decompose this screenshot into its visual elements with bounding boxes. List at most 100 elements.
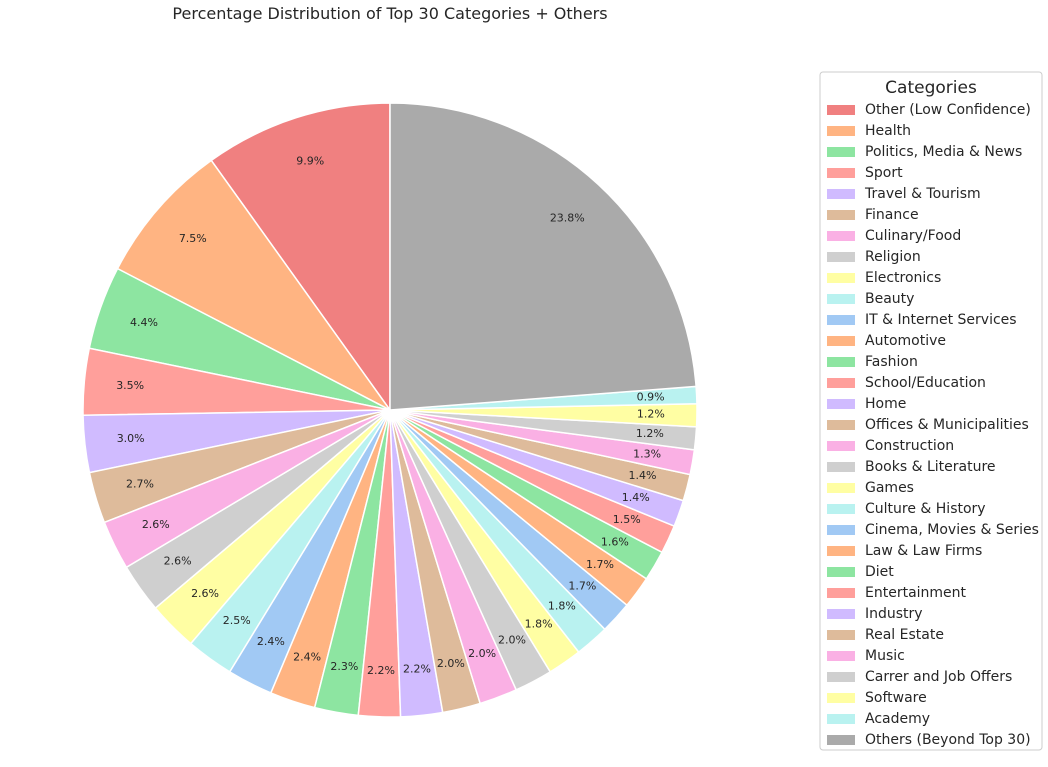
- legend-swatch-culinary-food: [827, 231, 855, 241]
- legend-swatch-it-internet-services: [827, 315, 855, 325]
- legend-swatch-travel-tourism: [827, 189, 855, 199]
- legend-label-books-literature: Books & Literature: [865, 459, 996, 475]
- legend-swatch-games: [827, 483, 855, 493]
- slice-label-fashion: 2.3%: [330, 660, 358, 673]
- slice-label-automotive: 2.4%: [293, 650, 321, 663]
- slice-label-school-education: 2.2%: [367, 664, 395, 677]
- legend-swatch-cinema-movies-series: [827, 525, 855, 535]
- legend-swatch-electronics: [827, 273, 855, 283]
- slice-label-offices-municipalities: 2.0%: [437, 657, 465, 670]
- legend-swatch-others-beyond-top-30: [827, 735, 855, 745]
- legend-swatch-academy: [827, 714, 855, 724]
- legend-label-construction: Construction: [865, 438, 954, 454]
- legend-label-industry: Industry: [865, 606, 923, 622]
- pie-slice-other-low-confidence: [210, 102, 391, 413]
- legend-label-it-internet-services: IT & Internet Services: [865, 312, 1017, 328]
- slice-label-games: 1.8%: [525, 618, 553, 631]
- legend-label-entertainment: Entertainment: [865, 585, 967, 601]
- legend-title: Categories: [885, 78, 977, 98]
- legend-label-culinary-food: Culinary/Food: [865, 228, 961, 244]
- legend-swatch-finance: [827, 210, 855, 220]
- slice-label-other-low-confidence: 9.9%: [296, 155, 324, 168]
- slice-label-culture-history: 1.8%: [548, 599, 576, 612]
- slice-label-entertainment: 1.5%: [613, 513, 641, 526]
- legend-swatch-music: [827, 651, 855, 661]
- legend-label-other-low-confidence: Other (Low Confidence): [865, 102, 1031, 118]
- legend-swatch-culture-history: [827, 504, 855, 514]
- slice-label-music: 1.3%: [633, 447, 661, 460]
- legend-swatch-industry: [827, 609, 855, 619]
- legend-swatch-construction: [827, 441, 855, 451]
- legend-label-carrer-and-job-offers: Carrer and Job Offers: [865, 669, 1012, 685]
- slice-label-cinema-movies-series: 1.7%: [568, 579, 596, 592]
- slice-label-law-law-firms: 1.7%: [586, 558, 614, 571]
- legend-swatch-politics-media-news: [827, 147, 855, 157]
- slice-label-books-literature: 2.0%: [498, 634, 526, 647]
- legend-swatch-law-law-firms: [827, 546, 855, 556]
- slice-label-travel-tourism: 3.0%: [117, 432, 145, 445]
- legend-swatch-other-low-confidence: [827, 105, 855, 115]
- legend: Categories Other (Low Confidence) Health P…: [819, 71, 1043, 751]
- slice-label-electronics: 2.6%: [191, 587, 219, 600]
- legend-label-finance: Finance: [865, 207, 919, 223]
- legend-label-fashion: Fashion: [865, 354, 918, 370]
- slice-label-religion: 2.6%: [164, 555, 192, 568]
- legend-label-automotive: Automotive: [865, 333, 946, 349]
- slice-label-diet: 1.6%: [601, 535, 629, 548]
- slice-label-carrer-and-job-offers: 1.2%: [636, 427, 664, 440]
- legend-swatch-automotive: [827, 336, 855, 346]
- slice-label-culinary-food: 2.6%: [142, 518, 170, 531]
- legend-label-offices-municipalities: Offices & Municipalities: [865, 417, 1029, 433]
- legend-label-health: Health: [865, 123, 911, 139]
- slice-label-it-internet-services: 2.4%: [257, 635, 285, 648]
- slice-label-others-beyond-top-30: 23.8%: [550, 212, 585, 225]
- legend-label-sport: Sport: [865, 165, 903, 181]
- legend-label-home: Home: [865, 396, 906, 412]
- slice-label-politics-media-news: 4.4%: [130, 316, 158, 329]
- legend-label-travel-tourism: Travel & Tourism: [864, 186, 981, 202]
- slice-label-finance: 2.7%: [126, 478, 154, 491]
- pie-slice-others-beyond-top-30: [389, 102, 697, 411]
- legend-label-politics-media-news: Politics, Media & News: [865, 144, 1022, 160]
- legend-items: Other (Low Confidence) Health Politics, Me…: [827, 102, 1039, 748]
- pie-slices: [82, 102, 698, 718]
- slice-label-sport: 3.5%: [116, 379, 144, 392]
- pie-percentage-labels: 9.9% 7.5% 4.4% 3.5% 3.0% 2.7% 2.6% 2.6% 2.6% 2.5%…: [116, 155, 665, 677]
- slice-label-home: 2.2%: [403, 663, 431, 676]
- legend-label-beauty: Beauty: [865, 291, 914, 307]
- slice-label-industry: 1.4%: [622, 491, 650, 504]
- slice-label-construction: 2.0%: [468, 647, 496, 660]
- legend-label-religion: Religion: [865, 249, 921, 265]
- legend-label-music: Music: [865, 648, 905, 664]
- legend-label-diet: Diet: [865, 564, 894, 580]
- slice-label-real-estate: 1.4%: [628, 469, 656, 482]
- legend-swatch-carrer-and-job-offers: [827, 672, 855, 682]
- legend-swatch-diet: [827, 567, 855, 577]
- legend-label-cinema-movies-series: Cinema, Movies & Series: [865, 522, 1039, 538]
- legend-swatch-software: [827, 693, 855, 703]
- legend-swatch-entertainment: [827, 588, 855, 598]
- legend-swatch-books-literature: [827, 462, 855, 472]
- legend-label-real-estate: Real Estate: [865, 627, 944, 643]
- legend-label-electronics: Electronics: [865, 270, 941, 286]
- slice-label-health: 7.5%: [179, 232, 207, 245]
- legend-swatch-fashion: [827, 357, 855, 367]
- legend-label-culture-history: Culture & History: [865, 501, 986, 517]
- chart-title: Percentage Distribution of Top 30 Catego…: [172, 4, 607, 23]
- legend-swatch-home: [827, 399, 855, 409]
- legend-frame: [819, 71, 1043, 751]
- legend-label-academy: Academy: [865, 711, 930, 727]
- legend-swatch-health: [827, 126, 855, 136]
- legend-label-software: Software: [865, 690, 927, 706]
- legend-swatch-real-estate: [827, 630, 855, 640]
- legend-label-school-education: School/Education: [865, 375, 986, 391]
- legend-swatch-religion: [827, 252, 855, 262]
- legend-label-others-beyond-top-30: Others (Beyond Top 30): [865, 732, 1031, 748]
- legend-label-law-law-firms: Law & Law Firms: [865, 543, 982, 559]
- legend-label-games: Games: [865, 480, 914, 496]
- slice-label-software: 1.2%: [637, 408, 665, 421]
- legend-swatch-sport: [827, 168, 855, 178]
- legend-swatch-beauty: [827, 294, 855, 304]
- pie-slice-health: [116, 159, 391, 411]
